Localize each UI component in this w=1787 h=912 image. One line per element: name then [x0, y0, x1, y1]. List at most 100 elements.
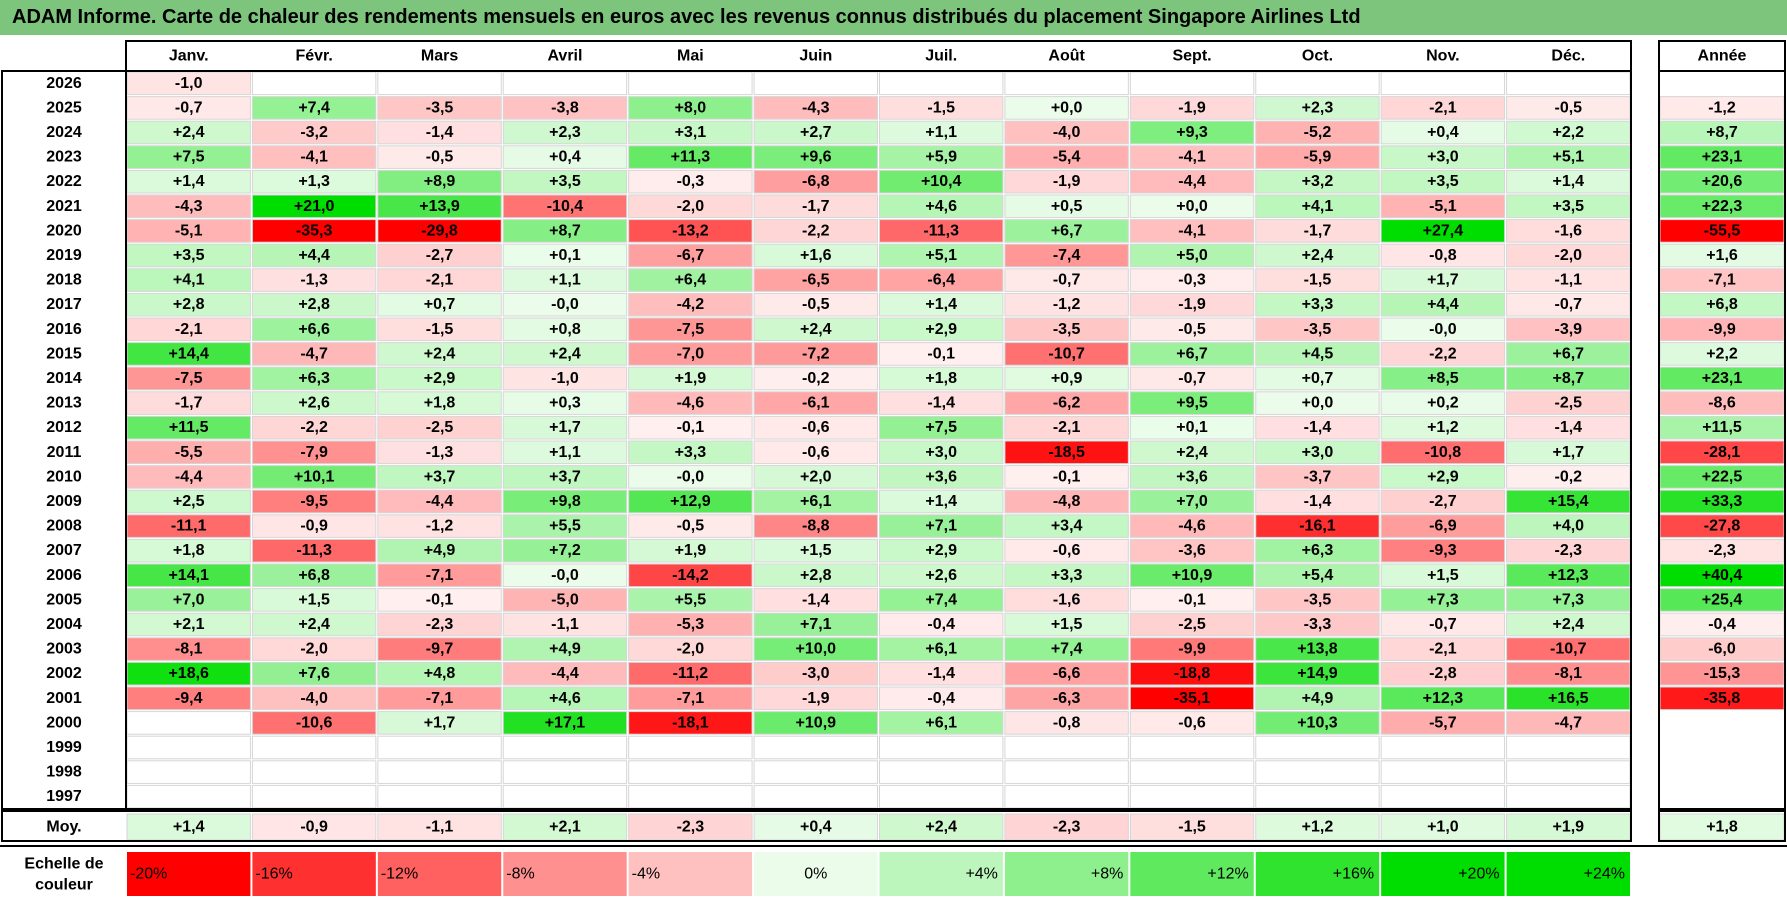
annual-cell — [1660, 736, 1784, 759]
annual-value: -28,1 — [1704, 444, 1741, 461]
cell-value: -0,3 — [677, 173, 705, 190]
heatmap-cell — [628, 637, 753, 661]
annual-value: -1,2 — [1708, 99, 1736, 116]
cell-value: +4,6 — [549, 690, 581, 707]
heatmap-cell — [1004, 489, 1129, 514]
heatmap-cell — [879, 366, 1004, 391]
cell-value: -6,8 — [802, 173, 830, 190]
heatmap-cell — [1255, 292, 1380, 317]
cell-value: +2,4 — [800, 321, 832, 338]
scale-swatch — [1506, 852, 1630, 896]
cell-value: -0,8 — [1053, 714, 1081, 731]
heatmap-cell — [1129, 219, 1255, 243]
heatmap-cell — [1004, 538, 1129, 563]
heatmap-cell — [251, 71, 377, 96]
scale-step-label: +16% — [1333, 866, 1374, 883]
cell-value: +1,4 — [925, 296, 957, 313]
cell-value: -8,8 — [802, 518, 830, 535]
heatmap-cell — [1380, 514, 1506, 538]
cell-value: +12,3 — [1423, 690, 1464, 707]
cell-value: +1,7 — [549, 419, 581, 436]
heatmap-cell — [377, 735, 502, 760]
heatmap-cell — [1255, 169, 1380, 194]
average-value: -0,9 — [300, 819, 328, 836]
cell-value: -3,7 — [1304, 468, 1332, 485]
cell-value: -0,5 — [1555, 99, 1583, 116]
cell-value: -2,0 — [300, 641, 328, 658]
cell-value: -10,8 — [1425, 444, 1462, 461]
cell-value: +17,1 — [545, 714, 586, 731]
heatmap-cell — [377, 612, 502, 637]
heatmap-cell — [879, 415, 1004, 440]
cell-value: +2,4 — [1552, 616, 1584, 633]
heatmap-cell — [1380, 243, 1506, 268]
cell-value: -7,1 — [677, 690, 705, 707]
heatmap-cell — [1129, 514, 1255, 538]
cell-value: +1,1 — [549, 272, 581, 289]
cell-value: +8,9 — [424, 173, 456, 190]
heatmap-cell — [126, 735, 251, 760]
heatmap-cell — [1255, 563, 1380, 588]
heatmap-cell — [377, 268, 502, 292]
heatmap-cell — [502, 71, 628, 96]
year-label: 2019 — [46, 247, 82, 264]
cell-value: +3,5 — [1427, 173, 1459, 190]
heatmap-cell — [628, 366, 753, 391]
average-value: +1,9 — [1552, 819, 1584, 836]
cell-value: +9,8 — [549, 493, 581, 510]
scale-step-label: -12% — [381, 866, 418, 883]
heatmap-cell — [628, 538, 753, 563]
heatmap-cell — [1129, 588, 1255, 612]
scale-swatch — [377, 852, 502, 896]
scale-swatch — [252, 852, 376, 896]
heatmap-cell — [1255, 711, 1380, 735]
heatmap-cell — [1129, 661, 1255, 686]
cell-value: +18,6 — [168, 665, 209, 682]
cell-value: +4,6 — [925, 198, 957, 215]
year-column-frame — [1, 70, 127, 810]
heatmap-cell — [879, 514, 1004, 538]
cell-value: -4,3 — [802, 99, 830, 116]
cell-value: -1,3 — [300, 272, 328, 289]
year-label: 2006 — [46, 567, 82, 584]
heatmap-cell — [879, 465, 1004, 489]
heatmap-cell — [377, 219, 502, 243]
scale-step-label: -16% — [255, 866, 292, 883]
cell-value: +2,9 — [1427, 468, 1459, 485]
cell-value: -5,1 — [1429, 198, 1457, 215]
cell-value: +7,1 — [800, 616, 832, 633]
average-cell — [502, 813, 628, 841]
average-value: -2,3 — [1053, 819, 1081, 836]
year-label: 2026 — [46, 75, 82, 92]
year-label: 2021 — [46, 198, 82, 215]
heatmap-cell — [1380, 711, 1506, 735]
cell-value: -0,0 — [677, 468, 705, 485]
scale-step-label: +20% — [1458, 866, 1499, 883]
heatmap-cell — [628, 686, 753, 711]
cell-value: +3,7 — [549, 468, 581, 485]
heatmap-cell — [251, 612, 377, 637]
cell-value: +8,7 — [1552, 370, 1584, 387]
cell-value: -2,5 — [1178, 616, 1206, 633]
cell-value: +10,1 — [294, 468, 335, 485]
heatmap-cell — [753, 145, 878, 169]
heatmap-cell — [1380, 219, 1506, 243]
heatmap-cell — [753, 514, 878, 538]
cell-value: +5,1 — [925, 247, 957, 264]
heatmap-cell — [1129, 465, 1255, 489]
average-value: +1,0 — [1427, 819, 1459, 836]
heatmap-cell — [1004, 96, 1129, 120]
heatmap-cell — [1380, 145, 1506, 169]
cell-value: +1,1 — [925, 124, 957, 141]
cell-value: +3,3 — [1302, 296, 1334, 313]
cell-value: -0,9 — [300, 518, 328, 535]
heatmap-cell — [1380, 415, 1506, 440]
heatmap-cell — [377, 686, 502, 711]
heatmap-cell — [251, 342, 377, 366]
cell-value: -1,7 — [802, 198, 830, 215]
cell-value: +3,5 — [549, 173, 581, 190]
heatmap-cell — [502, 145, 628, 169]
cell-value: -0,8 — [1429, 247, 1457, 264]
cell-value: +3,6 — [925, 468, 957, 485]
cell-value: -2,3 — [1555, 542, 1583, 559]
